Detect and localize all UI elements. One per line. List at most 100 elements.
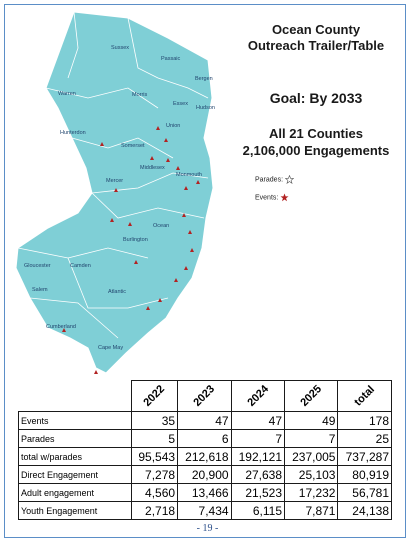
table-cell: 27,638 [230,465,286,484]
column-header: 2024 [230,380,286,412]
county-label: Ocean [153,223,169,229]
event-marker [110,218,114,222]
event-marker [134,260,138,264]
county-borders [17,11,209,339]
table-cell: 80,919 [337,465,392,484]
table-cell: 21,523 [230,483,286,502]
page-frame [4,4,406,538]
column-header: 2022 [130,380,179,412]
table-header-row: 2022 2023 2024 2025 total [19,380,392,412]
table-cell: 737,287 [337,447,392,466]
table-cell: 47 [177,411,232,430]
county-label: Mercer [106,178,123,184]
table-row: Youth Engagement 2,718 7,434 6,115 7,871… [18,501,392,520]
parade-star-icon [284,174,295,185]
county-label: Cumberland [46,324,76,330]
county-label: Hudson [196,105,215,111]
county-label: Gloucester [24,263,51,269]
table-cell: 47 [230,411,286,430]
legend-events: Events: [255,193,289,202]
county-label: Essex [173,101,188,107]
table-cell: 192,121 [230,447,286,466]
title-line-2: Outreach Trailer/Table [247,38,385,53]
event-markers [62,126,200,374]
table-cell: 24,138 [337,501,392,520]
nj-state-shape [15,11,214,374]
table-cell: 7 [230,429,286,448]
table-cell: 212,618 [177,447,232,466]
table-cell: 6 [177,429,232,448]
county-label: Middlesex [140,165,165,171]
event-marker [182,213,186,217]
event-marker [166,158,170,162]
county-label: Cape May [98,345,123,351]
report-title: Ocean County Outreach Trailer/Table [232,22,400,54]
title-line-1: Ocean County [271,22,361,37]
table-cell: 237,005 [284,447,339,466]
table-cell: 25 [337,429,392,448]
county-labels: Sussex Passaic Bergen Warren Morris Esse… [24,45,215,351]
table-cell: 178 [337,411,392,430]
county-label: Somerset [121,143,145,149]
row-label: Youth Engagement [18,501,132,520]
engagements-line: 2,106,000 Engagements [242,143,390,158]
table-cell: 13,466 [177,483,232,502]
column-header: 2025 [284,380,339,412]
table-row: Events 35 47 47 49 178 [18,411,392,430]
table-cell: 56,781 [337,483,392,502]
event-marker [184,266,188,270]
county-label: Passaic [161,56,181,62]
table-cell: 7 [284,429,339,448]
event-marker [188,230,192,234]
event-marker [114,188,118,192]
column-header: 2023 [177,380,232,412]
event-marker [190,248,194,252]
event-marker-icon [280,193,289,202]
event-marker [100,142,104,146]
event-marker [164,138,168,142]
table-cell: 49 [284,411,339,430]
legend-events-label: Events: [255,194,279,202]
goal-detail: All 21 Counties 2,106,000 Engagements [232,125,400,159]
event-marker [146,306,150,310]
table-cell: 35 [130,411,179,430]
event-marker [176,166,180,170]
event-marker [174,278,178,282]
county-label: Bergen [195,76,213,82]
engagement-table: 2022 2023 2024 2025 total Events 35 47 4… [18,380,392,520]
table-row: Parades 5 6 7 7 25 [18,429,392,448]
event-marker [128,222,132,226]
event-marker [184,186,188,190]
table-cell: 7,871 [284,501,339,520]
row-label: Direct Engagement [18,465,132,484]
table-cell: 2,718 [130,501,179,520]
goal-heading: Goal: By 2033 [269,90,363,106]
county-label: Burlington [123,237,148,243]
event-marker [158,298,162,302]
row-label: Events [18,411,132,430]
row-label: total w/parades [18,447,132,466]
county-label: Hunterdon [60,130,86,136]
table-cell: 25,103 [284,465,339,484]
county-label: Atlantic [108,289,126,295]
event-marker [94,370,98,374]
event-marker [156,126,160,130]
county-label: Morris [132,92,148,98]
county-label: Salem [32,287,48,293]
table-cell: 5 [130,429,179,448]
table-cell: 7,278 [130,465,179,484]
county-label: Union [166,123,180,129]
table-cell: 7,434 [177,501,232,520]
table-row: total w/parades 95,543 212,618 192,121 2… [18,447,392,466]
event-marker [150,156,154,160]
legend-parades: Parades: [255,174,295,185]
row-label: Parades [18,429,132,448]
event-marker [196,180,200,184]
page-number: - 19 - [196,523,219,534]
county-label: Sussex [111,45,129,51]
counties-line: All 21 Counties [269,126,363,141]
table-cell: 4,560 [130,483,179,502]
nj-county-map: Sussex Passaic Bergen Warren Morris Esse… [15,11,215,374]
county-label: Monmouth [176,172,202,178]
county-label: Camden [70,263,91,269]
